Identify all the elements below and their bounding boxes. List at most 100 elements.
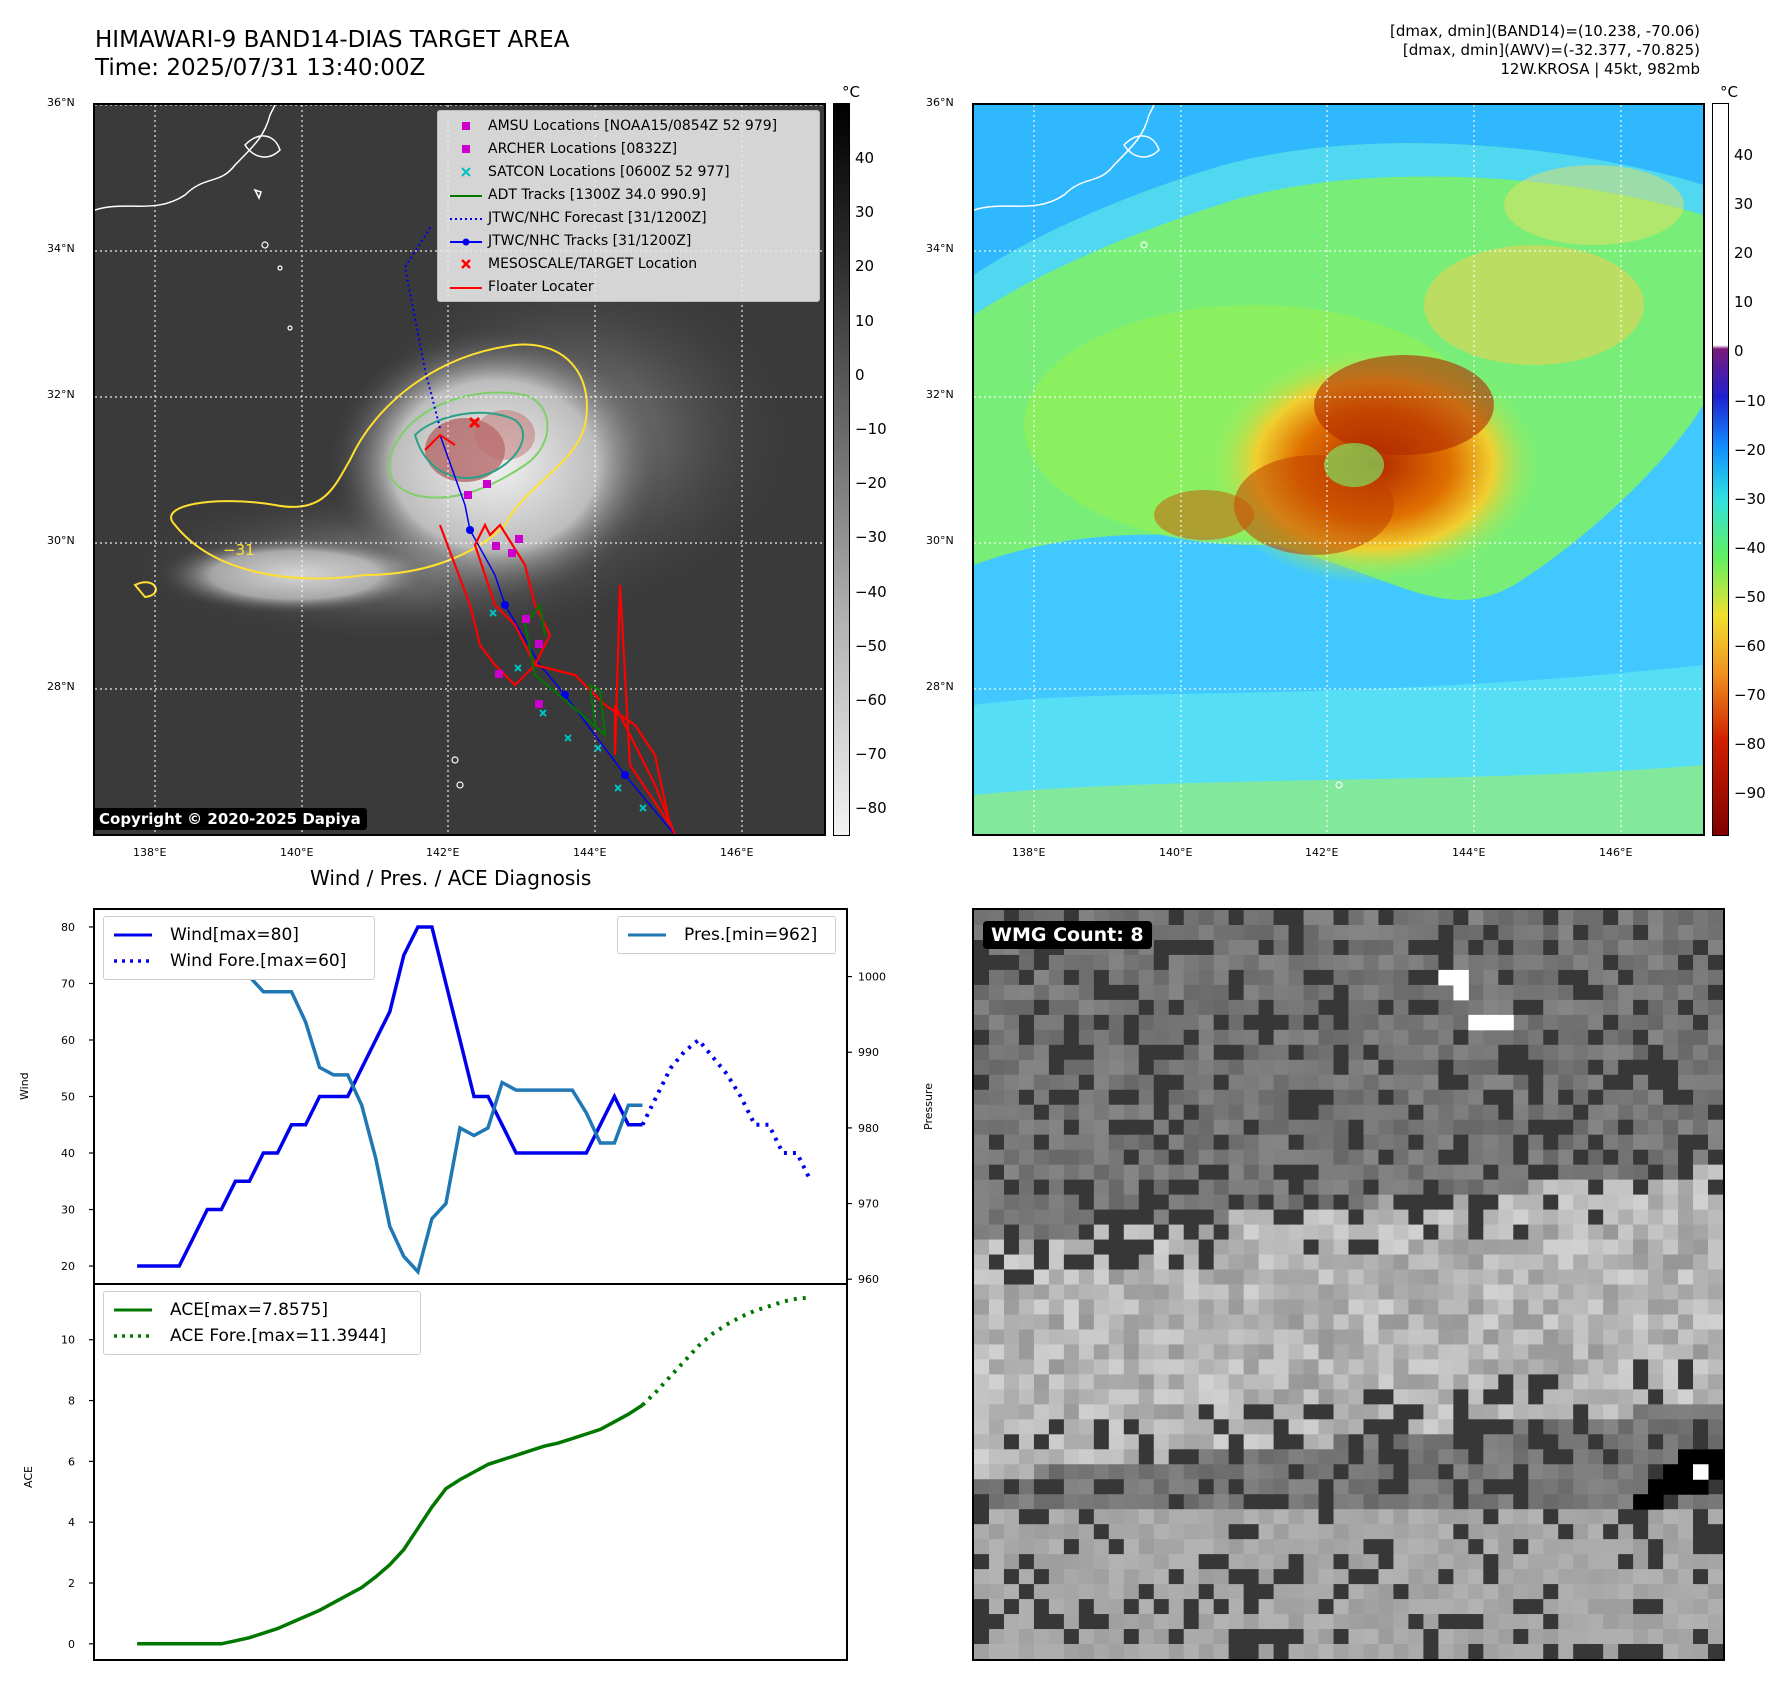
wmg-cell <box>1168 1284 1185 1300</box>
wmg-cell <box>1228 969 1245 986</box>
wmg-cell <box>1273 1554 1290 1570</box>
wmg-cell <box>1228 1299 1245 1315</box>
wmg-cell <box>1588 954 1604 971</box>
wmg-cell <box>1273 1149 1290 1166</box>
series-line <box>137 1403 644 1646</box>
wmg-cell <box>1153 1644 1170 1659</box>
series-line <box>641 1295 812 1407</box>
wmg-cell <box>1393 984 1409 1001</box>
wmg-cell <box>1003 1029 1020 1046</box>
adt-track <box>523 602 607 738</box>
wmg-cell <box>1663 1314 1679 1330</box>
wmg-cell <box>1588 1029 1604 1046</box>
wmg-cell <box>1033 1104 1050 1121</box>
wmg-cell <box>1168 1569 1185 1585</box>
wmg-cell <box>1603 939 1619 956</box>
wmg-cell <box>1123 1329 1140 1345</box>
wmg-cell <box>1618 1434 1634 1450</box>
legend-label: JTWC/NHC Tracks [31/1200Z] <box>488 233 692 249</box>
wmg-cell <box>1558 1119 1574 1136</box>
wmg-cell <box>1258 1329 1275 1345</box>
wmg-cell <box>1663 1344 1679 1360</box>
wmg-cell <box>1228 1119 1245 1136</box>
wmg-cell <box>1348 1164 1364 1181</box>
wmg-cell <box>1453 1194 1469 1211</box>
y-tick-label: 40 <box>61 1147 75 1160</box>
wmg-cell <box>1078 1419 1095 1435</box>
wmg-cell <box>1483 1029 1499 1046</box>
wmg-cell <box>1123 1614 1140 1630</box>
wmg-cell <box>974 1224 990 1241</box>
wmg-cell <box>1558 1329 1574 1345</box>
wmg-cell <box>1123 1344 1140 1360</box>
wmg-cell <box>1018 1074 1035 1091</box>
wmg-cell <box>988 1224 1005 1241</box>
wmg-cell <box>1588 1089 1604 1106</box>
wmg-cell <box>1108 969 1125 986</box>
wmg-cell <box>1318 1449 1335 1465</box>
wmg-cell <box>1318 1524 1335 1540</box>
wmg-cell <box>1108 1224 1125 1241</box>
wmg-cell <box>1333 1359 1349 1375</box>
wmg-cell <box>1648 1194 1664 1211</box>
wmg-cell <box>1303 1569 1320 1585</box>
line-dot-icon <box>450 238 482 246</box>
wmg-cell <box>1243 1614 1260 1630</box>
wmg-cell <box>1213 1209 1230 1226</box>
wmg-cell <box>1093 1269 1110 1285</box>
wmg-cell <box>1138 1089 1155 1106</box>
wmg-cell <box>1543 1104 1559 1121</box>
wmg-cell <box>1363 1524 1379 1540</box>
wmg-cell <box>1318 1269 1335 1285</box>
wmg-cell <box>1663 1539 1679 1555</box>
wmg-cell <box>1153 1224 1170 1241</box>
wmg-cell <box>1498 1389 1514 1405</box>
wmg-cell <box>1498 1479 1514 1495</box>
wmg-cell <box>1198 954 1215 971</box>
wmg-cell <box>1528 1104 1544 1121</box>
wmg-cell <box>1033 1599 1050 1615</box>
wmg-cell <box>1378 1494 1394 1510</box>
wmg-cell <box>1003 1059 1020 1076</box>
wmg-cell <box>1333 1569 1349 1585</box>
wmg-cell <box>1633 1284 1649 1300</box>
wmg-cell <box>1228 1389 1245 1405</box>
lon-tick-label: 140°E <box>280 846 314 859</box>
wmg-cell <box>1258 910 1275 926</box>
wmg-cell <box>1438 1374 1454 1390</box>
wmg-cell <box>1468 1194 1484 1211</box>
wmg-cell <box>1348 1299 1364 1315</box>
wmg-cell <box>1423 1629 1439 1645</box>
wmg-cell <box>1303 969 1320 986</box>
wmg-cell <box>1363 1509 1379 1525</box>
wmg-cell <box>1453 1284 1469 1300</box>
wmg-cell <box>1423 1374 1439 1390</box>
wmg-cell <box>1303 1299 1320 1315</box>
wmg-cell <box>1018 1284 1035 1300</box>
wmg-cell <box>1048 1434 1065 1450</box>
wmg-cell <box>1408 999 1424 1016</box>
wmg-cell <box>1108 1119 1125 1136</box>
wmg-cell <box>1588 1509 1604 1525</box>
wmg-cell <box>1198 1404 1215 1420</box>
wmg-cell <box>1513 1509 1529 1525</box>
wmg-cell <box>1078 1434 1095 1450</box>
wmg-cell <box>1708 1239 1723 1256</box>
wmg-cell <box>1303 1404 1320 1420</box>
wmg-cell <box>1678 1134 1694 1151</box>
wmg-cell <box>1078 999 1095 1016</box>
wmg-cell <box>1678 1359 1694 1375</box>
wmg-cell <box>1603 1584 1619 1600</box>
wmg-cell <box>1213 1329 1230 1345</box>
wmg-cell <box>1303 939 1320 956</box>
wmg-cell <box>1603 999 1619 1016</box>
wmg-cell <box>1033 1119 1050 1136</box>
wmg-cell <box>1468 1299 1484 1315</box>
wmg-cell <box>1318 1614 1335 1630</box>
wmg-cell <box>1543 1119 1559 1136</box>
wmg-cell <box>1453 1269 1469 1285</box>
wmg-cell <box>1423 1194 1439 1211</box>
wmg-cell <box>1708 1059 1723 1076</box>
wmg-cell <box>1333 1449 1349 1465</box>
wmg-cell <box>1153 1104 1170 1121</box>
